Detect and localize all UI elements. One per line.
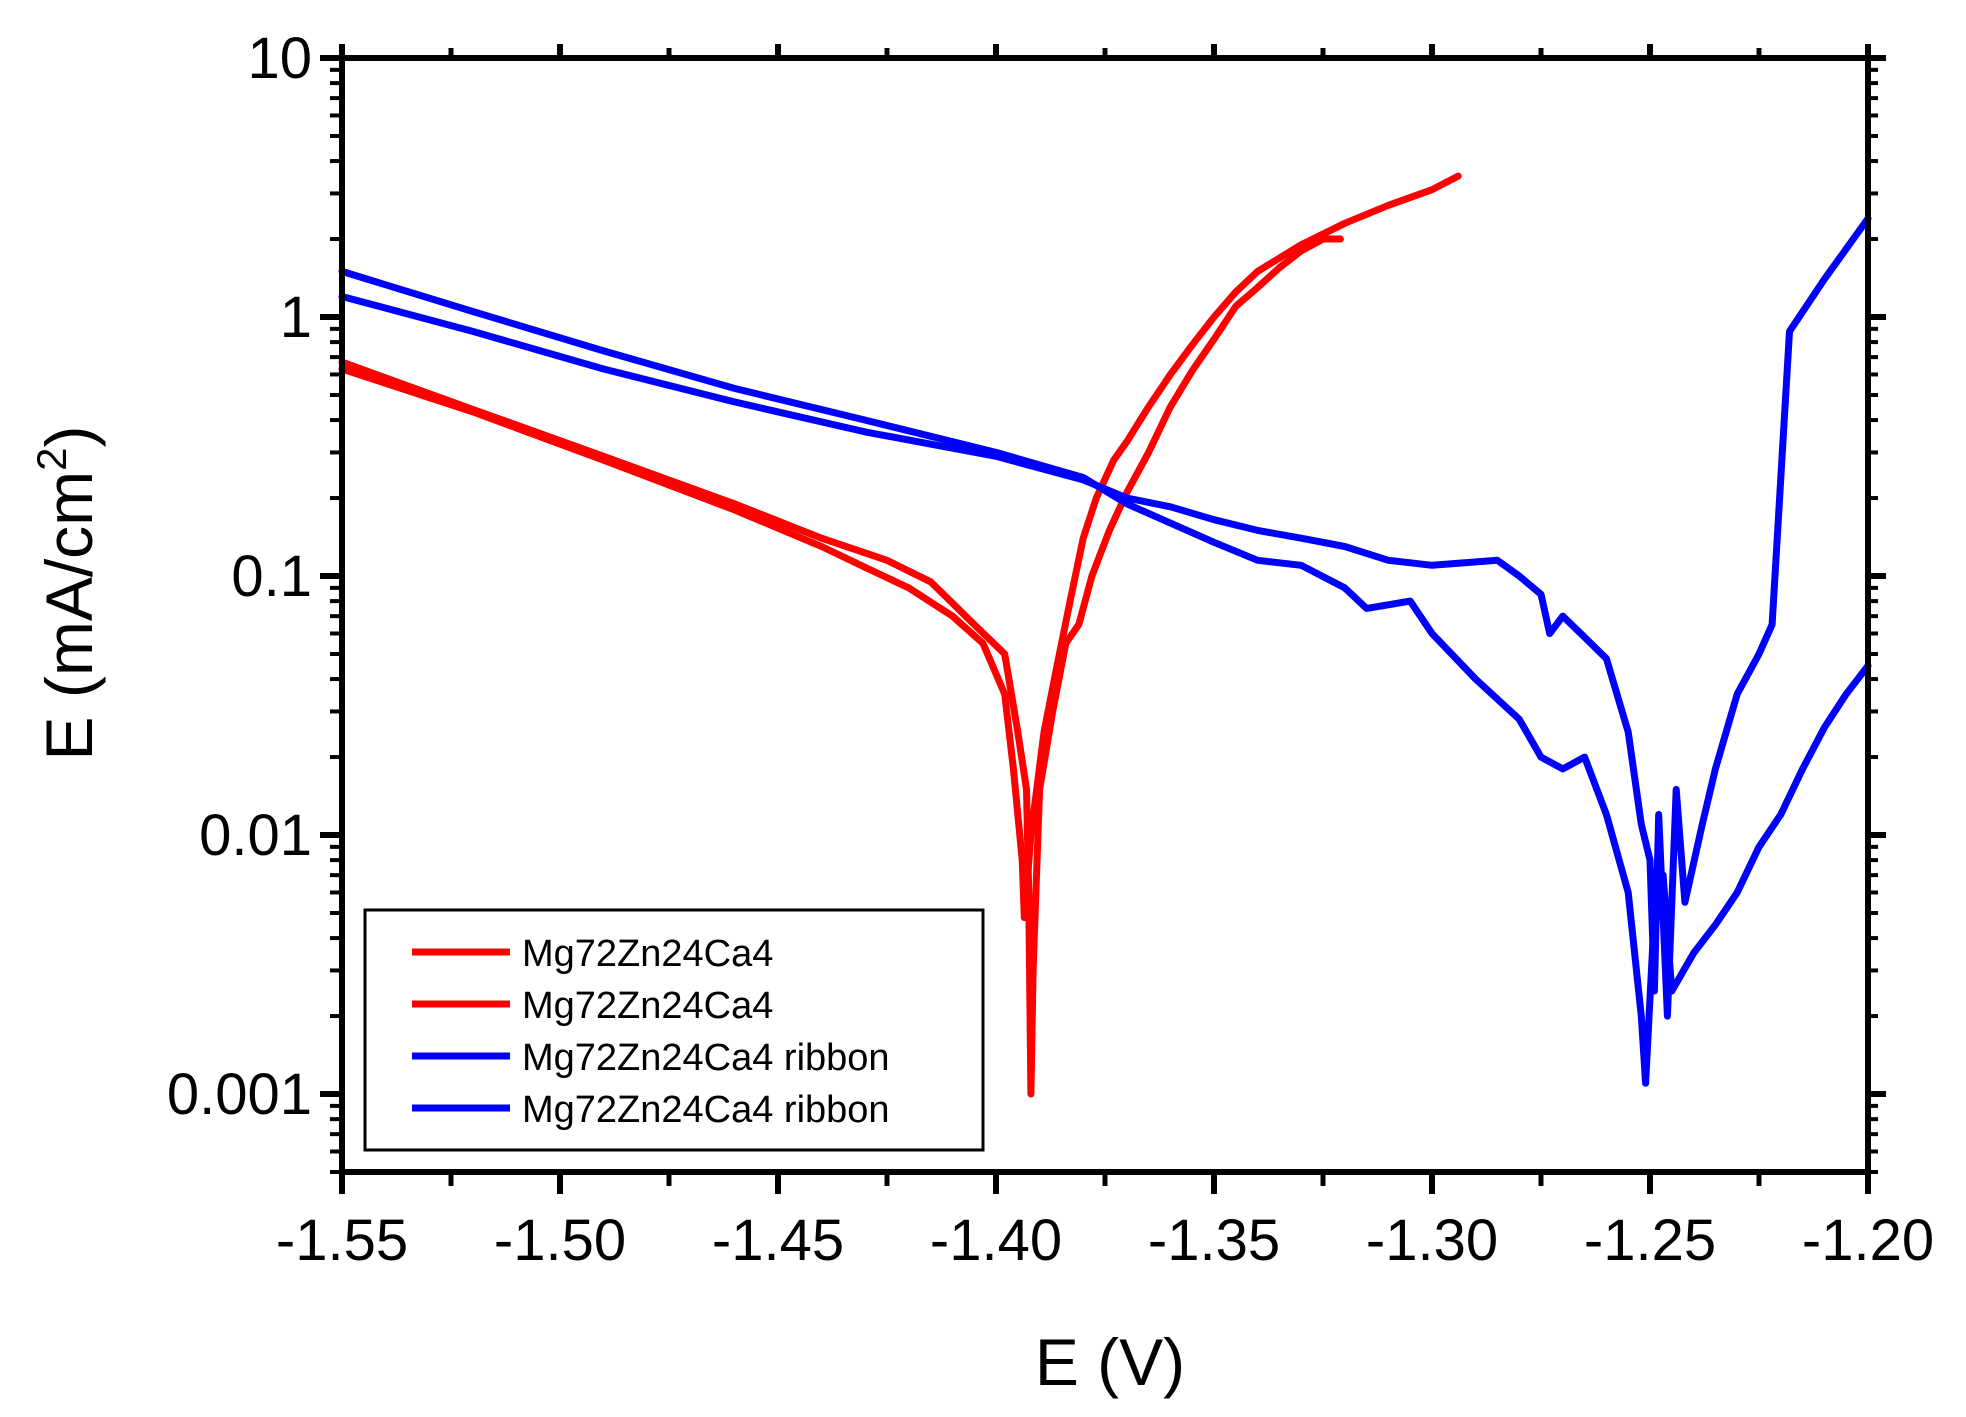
x-tick-label: -1.40 — [930, 1208, 1062, 1273]
x-tick-label: -1.30 — [1366, 1208, 1498, 1273]
y-axis-title-superscript: 2 — [28, 447, 75, 470]
legend-label: Mg72Zn24Ca4 — [522, 985, 773, 1027]
x-tick-label: -1.25 — [1584, 1208, 1716, 1273]
legend-label: Mg72Zn24Ca4 ribbon — [522, 1037, 890, 1079]
x-tick-label: -1.45 — [712, 1208, 844, 1273]
series-line-2 — [338, 172, 1462, 922]
x-axis-title: E (V) — [1035, 1325, 1185, 1399]
x-tick-label: -1.50 — [494, 1208, 626, 1273]
x-tick-label: -1.35 — [1148, 1208, 1280, 1273]
y-axis-title-close: ) — [32, 426, 106, 448]
y-axis-title-main: E (mA/cm — [32, 471, 106, 761]
series-layer — [338, 172, 1872, 1098]
tick-label-layer: -1.55 -1.50 -1.45 -1.40 -1.35 -1.30 -1.25 -1.20… — [167, 26, 1934, 1273]
y-tick-label: 1 — [280, 285, 312, 350]
y-tick-label: 0.1 — [231, 544, 312, 609]
legend-label: Mg72Zn24Ca4 — [522, 933, 773, 975]
legend: Mg72Zn24Ca4 Mg72Zn24Ca4 Mg72Zn24Ca4 ribbon… — [363, 908, 985, 1152]
plot-frame — [339, 55, 1871, 1175]
y-tick-label: 0.001 — [167, 1062, 312, 1127]
series-line-1 — [338, 235, 1344, 1098]
x-tick-label: -1.55 — [276, 1208, 408, 1273]
x-tick-label: -1.20 — [1802, 1208, 1934, 1273]
y-axis-title: E (mA/cm2) — [28, 426, 106, 761]
y-tick-label: 10 — [247, 26, 312, 91]
series-line-4 — [338, 267, 1872, 1087]
legend-label: Mg72Zn24Ca4 ribbon — [522, 1089, 890, 1131]
y-tick-label: 0.01 — [199, 803, 312, 868]
